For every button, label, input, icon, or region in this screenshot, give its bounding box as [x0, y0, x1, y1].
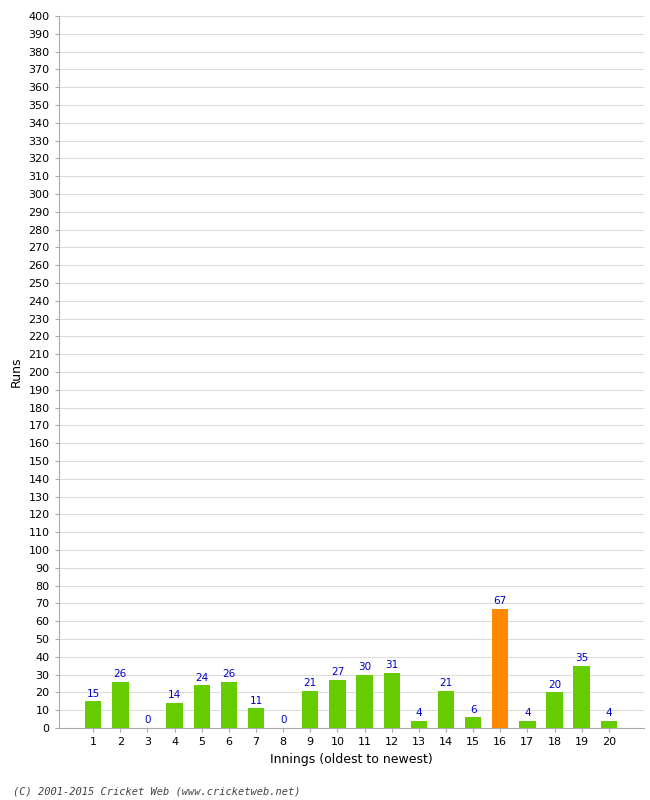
Bar: [248, 709, 264, 728]
Text: (C) 2001-2015 Cricket Web (www.cricketweb.net): (C) 2001-2015 Cricket Web (www.cricketwe…: [13, 786, 300, 796]
Text: 20: 20: [548, 680, 561, 690]
Bar: [411, 721, 427, 728]
Bar: [438, 690, 454, 728]
Text: 26: 26: [114, 669, 127, 679]
Text: 4: 4: [605, 708, 612, 718]
Text: 31: 31: [385, 660, 398, 670]
Bar: [601, 721, 617, 728]
Bar: [547, 692, 563, 728]
Bar: [302, 690, 318, 728]
Bar: [519, 721, 536, 728]
Text: 0: 0: [280, 715, 287, 726]
Bar: [194, 686, 210, 728]
Text: 21: 21: [439, 678, 452, 688]
Bar: [492, 609, 508, 728]
Text: 15: 15: [86, 689, 100, 698]
Bar: [330, 680, 346, 728]
X-axis label: Innings (oldest to newest): Innings (oldest to newest): [270, 753, 432, 766]
Text: 4: 4: [415, 708, 422, 718]
Bar: [221, 682, 237, 728]
Text: 4: 4: [524, 708, 530, 718]
Text: 21: 21: [304, 678, 317, 688]
Text: 14: 14: [168, 690, 181, 701]
Text: 67: 67: [493, 596, 507, 606]
Text: 0: 0: [144, 715, 151, 726]
Bar: [166, 703, 183, 728]
Text: 26: 26: [222, 669, 235, 679]
Bar: [112, 682, 129, 728]
Bar: [573, 666, 590, 728]
Bar: [356, 674, 372, 728]
Text: 30: 30: [358, 662, 371, 672]
Y-axis label: Runs: Runs: [10, 357, 23, 387]
Bar: [85, 702, 101, 728]
Text: 24: 24: [195, 673, 209, 682]
Text: 6: 6: [470, 705, 476, 714]
Text: 27: 27: [331, 667, 344, 678]
Bar: [384, 673, 400, 728]
Text: 11: 11: [250, 696, 263, 706]
Bar: [465, 718, 481, 728]
Text: 35: 35: [575, 653, 588, 663]
